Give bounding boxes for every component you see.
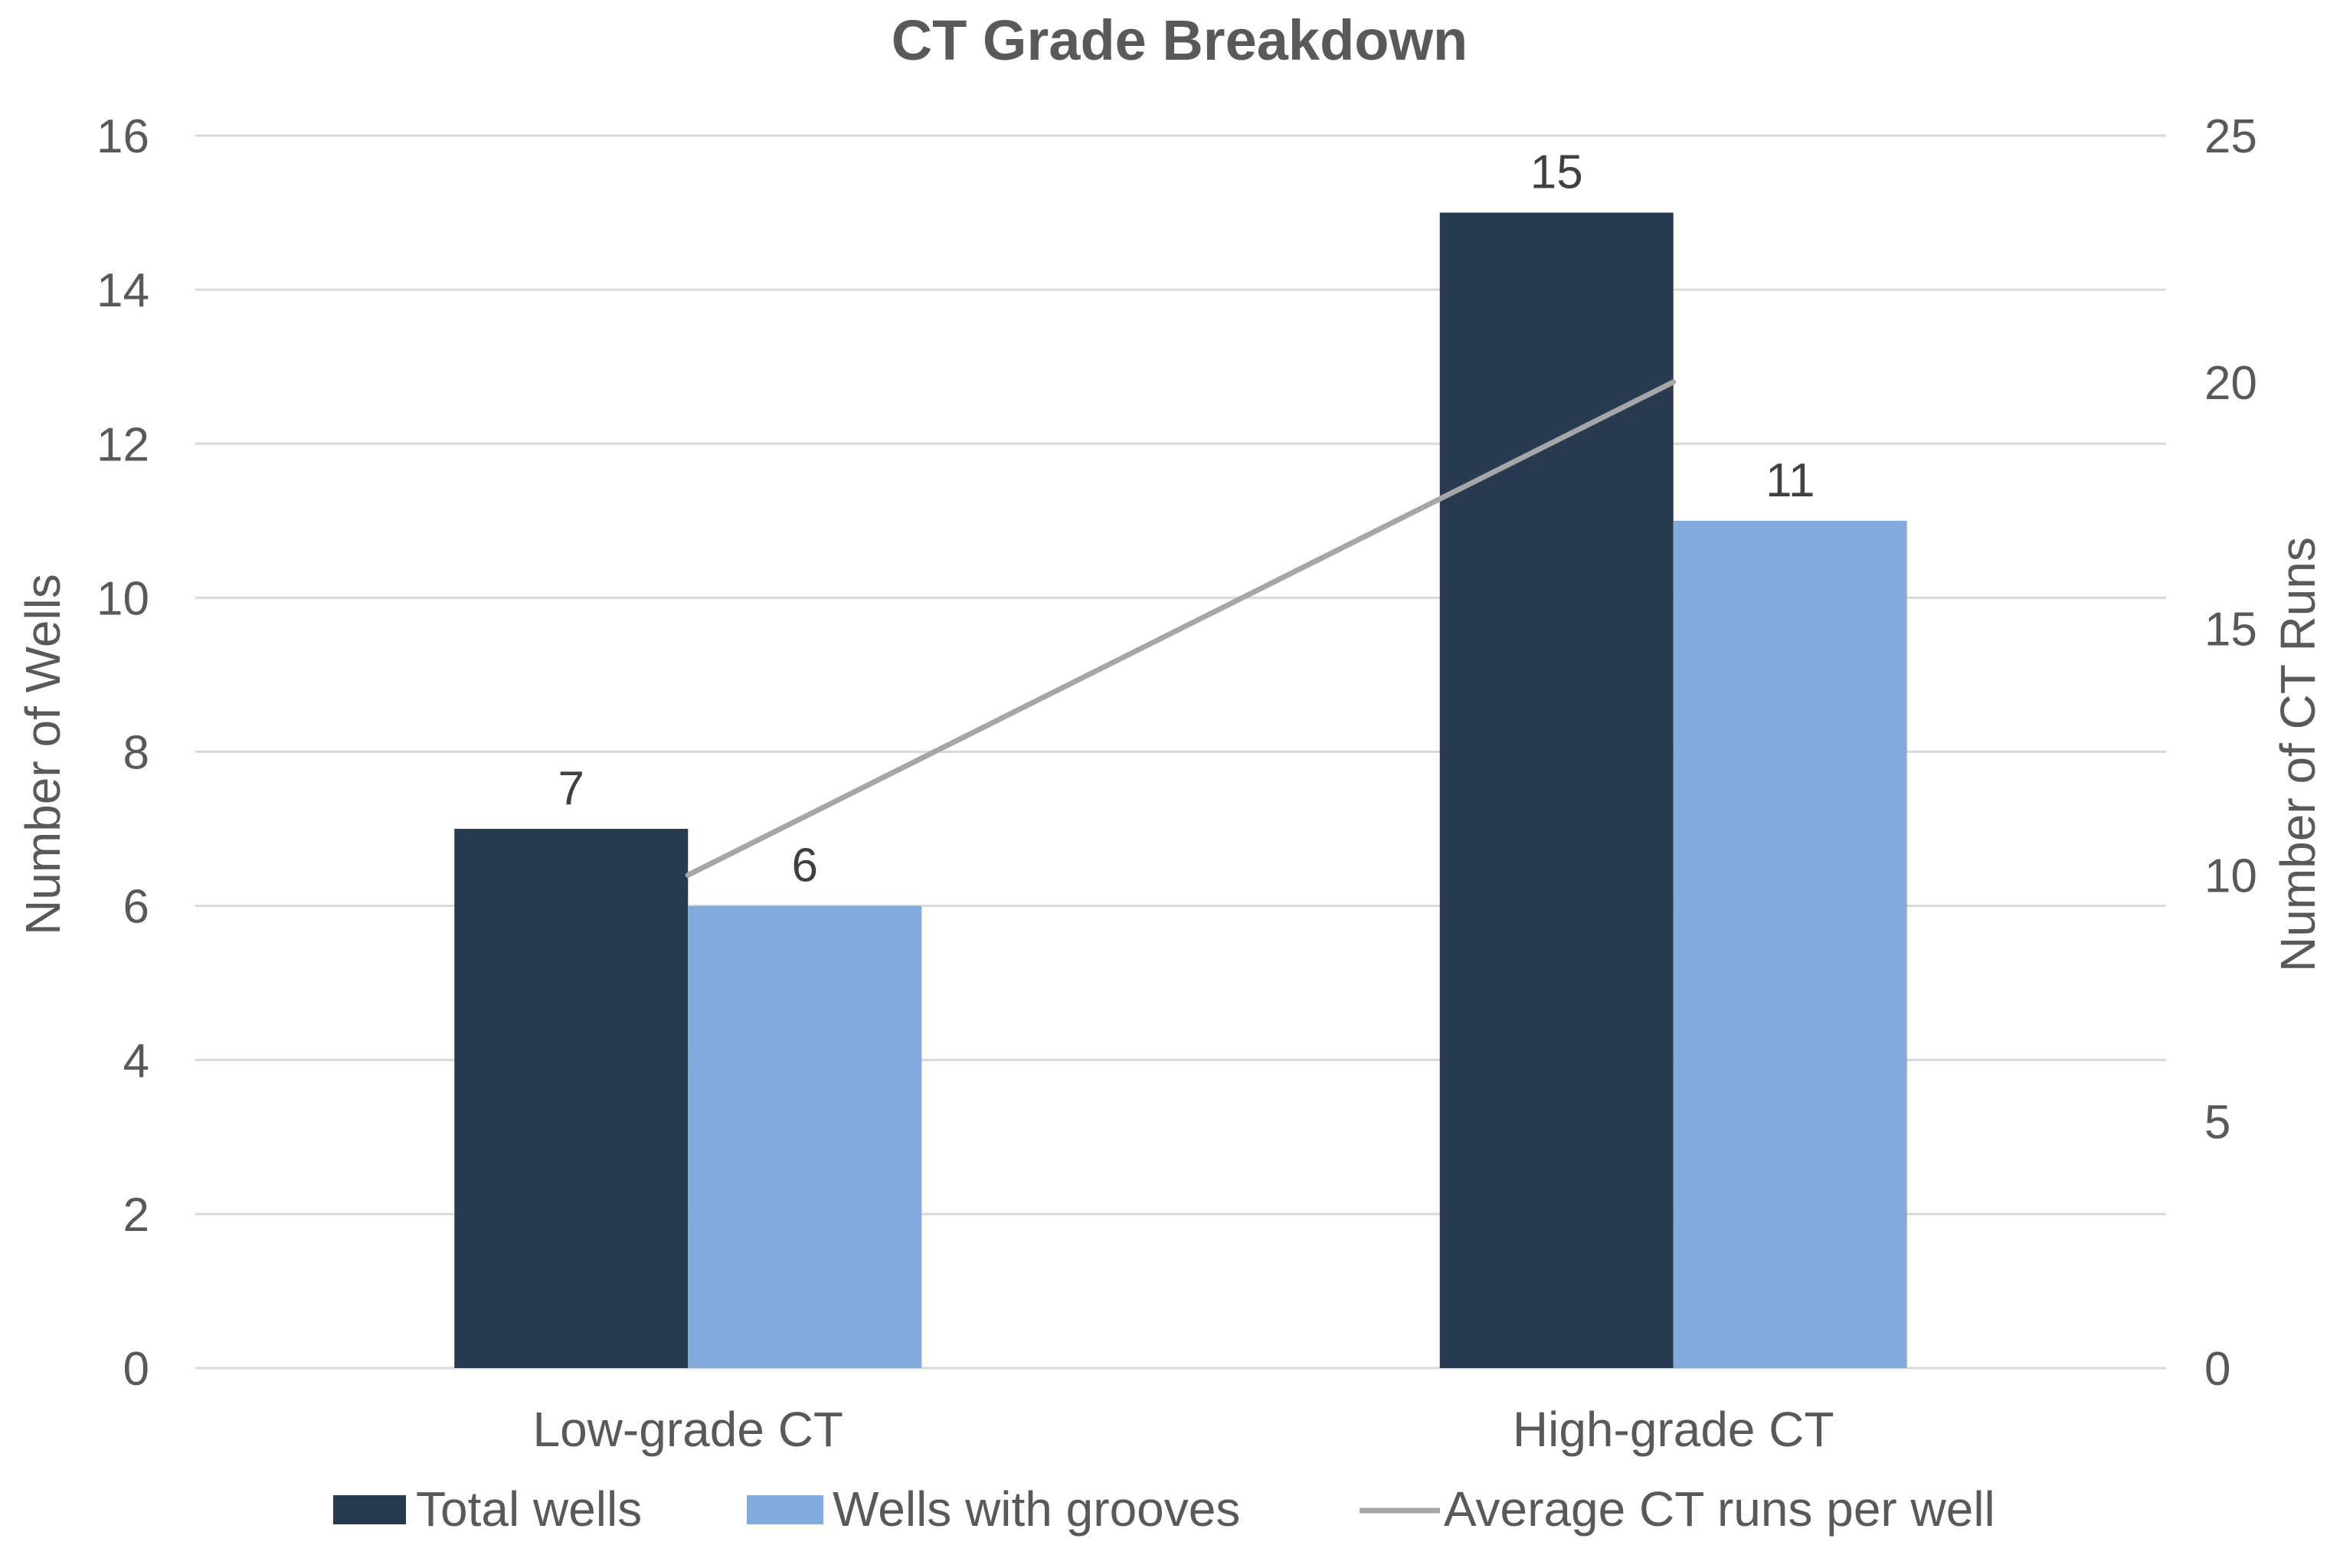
y2-axis-ticks: 0 5 10 15 20 25 xyxy=(2204,110,2257,1396)
legend: Total wells Wells with grooves Average CT … xyxy=(333,1481,1995,1537)
y2-tick-label: 15 xyxy=(2204,604,2257,656)
legend-swatch xyxy=(747,1495,823,1524)
y-tick-label: 2 xyxy=(123,1189,149,1242)
legend-label: Wells with grooves xyxy=(833,1481,1240,1537)
bar xyxy=(1673,520,1907,1368)
line-path xyxy=(685,379,1677,878)
y-tick-label: 4 xyxy=(123,1035,149,1088)
bar xyxy=(454,829,689,1368)
y-tick-label: 0 xyxy=(123,1343,149,1396)
y-tick-label: 12 xyxy=(97,418,149,471)
y2-tick-label: 20 xyxy=(2204,357,2257,410)
chart-title: CT Grade Breakdown xyxy=(892,8,1468,72)
data-label: 7 xyxy=(558,762,584,815)
data-labels: 7 6 15 11 xyxy=(558,146,1815,892)
y2-axis-title: Number of CT Runs xyxy=(2270,537,2325,972)
legend-swatch xyxy=(333,1495,406,1524)
y-tick-label: 14 xyxy=(97,264,149,317)
data-label: 6 xyxy=(792,840,818,892)
x-tick-label: High-grade CT xyxy=(1513,1402,1834,1457)
y2-tick-label: 0 xyxy=(2204,1343,2230,1396)
y2-tick-label: 10 xyxy=(2204,849,2257,902)
y-axis-title: Number of Wells xyxy=(15,574,70,935)
legend-label: Total wells xyxy=(416,1481,642,1537)
y-tick-label: 8 xyxy=(123,727,149,780)
bar xyxy=(688,905,922,1368)
y-tick-label: 16 xyxy=(97,110,149,163)
line-series xyxy=(685,379,1677,878)
y-tick-label: 6 xyxy=(123,881,149,934)
bars xyxy=(454,212,1907,1368)
y-axis-ticks: 0 2 4 6 8 10 12 14 16 xyxy=(97,110,149,1396)
data-label: 11 xyxy=(1765,454,1815,507)
y2-tick-label: 25 xyxy=(2204,110,2257,163)
y2-tick-label: 5 xyxy=(2204,1096,2230,1149)
x-axis-ticks: Low-grade CT High-grade CT xyxy=(533,1402,1834,1457)
legend-label: Average CT runs per well xyxy=(1444,1481,1995,1537)
data-label: 15 xyxy=(1530,146,1583,199)
bar xyxy=(1439,212,1674,1368)
y-tick-label: 10 xyxy=(97,572,149,625)
x-tick-label: Low-grade CT xyxy=(533,1402,844,1457)
